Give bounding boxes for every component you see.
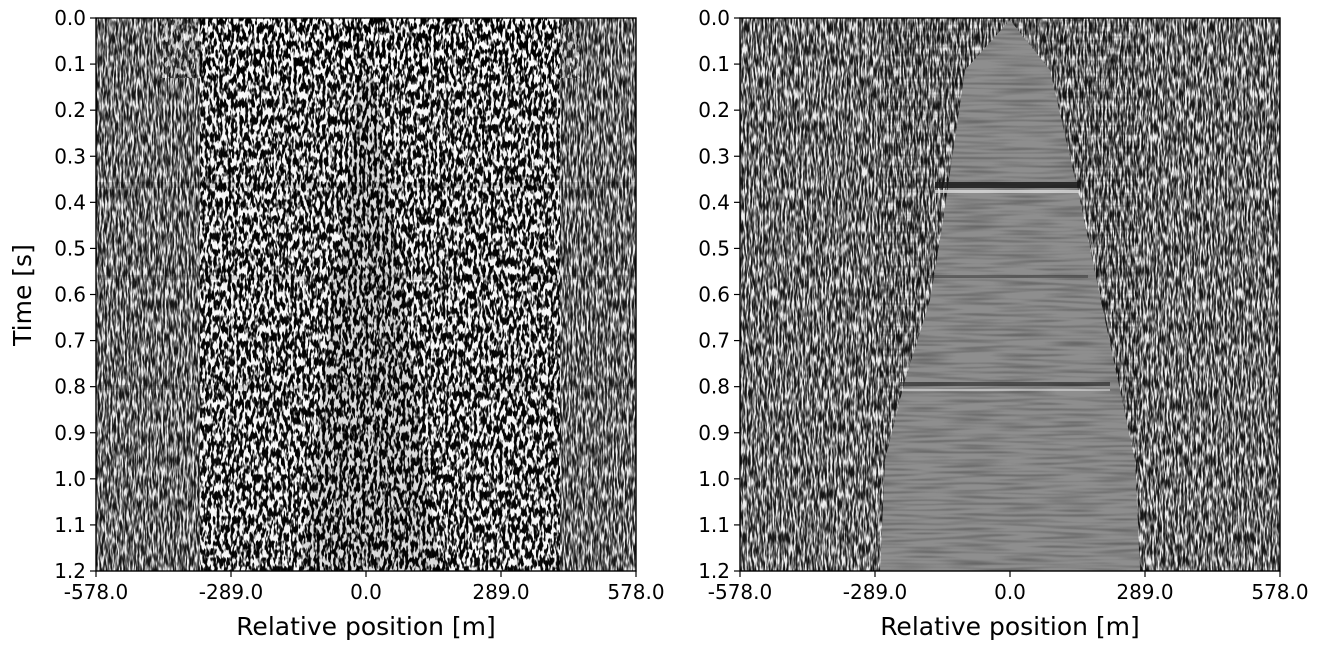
right-y-tick-label: 0.7 (698, 329, 730, 353)
right-x-tick-label: -289.0 (843, 580, 907, 604)
raw-gather-image (96, 18, 636, 571)
left-y-tick-label: 0.4 (54, 190, 86, 214)
right-y-tick-label: 0.6 (698, 283, 730, 307)
right-x-axis-label: Relative position [m] (880, 612, 1140, 641)
left-y-tick-label: 0.7 (54, 329, 86, 353)
right-x-tick-label: 0.0 (994, 580, 1026, 604)
left-y-tick-label: 0.2 (54, 98, 86, 122)
left-y-axis: 0.0 0.1 0.2 0.3 0.4 0.5 0.6 0.7 0.8 0.9 1.0 1.1 1.2 (54, 6, 96, 583)
left-y-axis-label: Time [s] (8, 244, 37, 347)
left-y-tick-label: 0.6 (54, 283, 86, 307)
right-y-axis: 0.0 0.1 0.2 0.3 0.4 0.5 0.6 0.7 0.8 0.9 1.0 1.1 1.2 (698, 6, 740, 583)
left-y-tick-label: 0.5 (54, 236, 86, 260)
left-x-tick-label: -578.0 (64, 580, 128, 604)
right-y-tick-label: 0.5 (698, 236, 730, 260)
right-x-tick-label: -578.0 (708, 580, 772, 604)
right-y-tick-label: 1.0 (698, 467, 730, 491)
right-y-tick-label: 0.9 (698, 421, 730, 445)
right-y-tick-label: 0.8 (698, 375, 730, 399)
left-y-tick-label: 0.0 (54, 6, 86, 30)
filtered-gather-panel: 0.00.10.20.30.40.50.60.70.80.91.01.11.2 … (698, 6, 1308, 641)
right-y-tick-label: 0.4 (698, 190, 730, 214)
left-x-tick-label: 0.0 (350, 580, 382, 604)
right-y-tick-label: 0.1 (698, 52, 730, 76)
right-x-tick-label: 289.0 (1116, 580, 1173, 604)
right-x-axis: -578.0 -289.0 0.0 289.0 578.0 (708, 571, 1309, 604)
right-y-tick-label: 0.2 (698, 98, 730, 122)
right-y-tick-label: 1.2 (698, 559, 730, 583)
left-y-tick-label: 0.9 (54, 421, 86, 445)
left-x-axis: -578.0 -289.0 0.0 289.0 578.0 (64, 571, 665, 604)
left-y-tick-label: 0.1 (54, 52, 86, 76)
left-y-tick-label: 0.3 (54, 144, 86, 168)
left-x-tick-label: -289.0 (199, 580, 263, 604)
left-y-tick-label: 0.8 (54, 375, 86, 399)
right-y-tick-label: 0.3 (698, 144, 730, 168)
right-y-tick-label: 0.0 (698, 6, 730, 30)
left-x-axis-label: Relative position [m] (236, 612, 496, 641)
right-y-tick-label: 1.1 (698, 513, 730, 537)
left-x-tick-label: 289.0 (472, 580, 529, 604)
right-x-tick-label: 578.0 (1251, 580, 1308, 604)
raw-gather-panel: 0.00.10.20.30.40.50.60.70.80.91.01.11.2 … (8, 6, 665, 641)
filtered-gather-image (740, 18, 1280, 571)
left-y-tick-label: 1.2 (54, 559, 86, 583)
left-x-tick-label: 578.0 (607, 580, 664, 604)
left-y-tick-label: 1.0 (54, 467, 86, 491)
left-y-tick-label: 1.1 (54, 513, 86, 537)
